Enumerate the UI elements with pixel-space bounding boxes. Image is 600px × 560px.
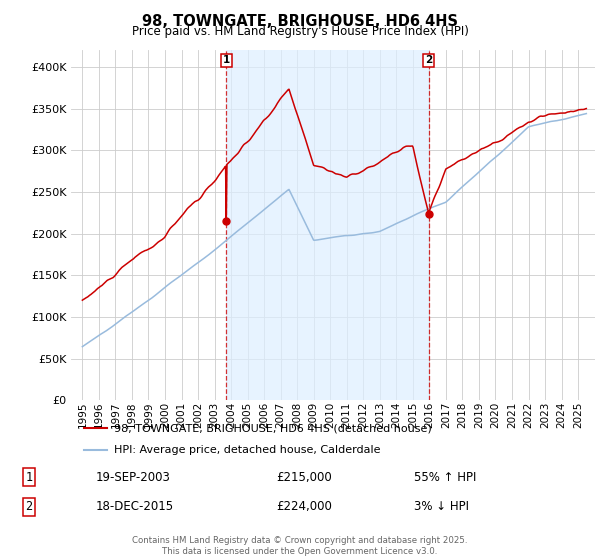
Text: 2: 2	[425, 55, 433, 66]
Text: 98, TOWNGATE, BRIGHOUSE, HD6 4HS: 98, TOWNGATE, BRIGHOUSE, HD6 4HS	[142, 14, 458, 29]
Bar	[226, 50, 429, 400]
Text: HPI: Average price, detached house, Calderdale: HPI: Average price, detached house, Cald…	[114, 445, 380, 455]
Text: 55% ↑ HPI: 55% ↑ HPI	[414, 470, 476, 484]
Text: 1: 1	[25, 470, 32, 484]
Text: Contains HM Land Registry data © Crown copyright and database right 2025.
This d: Contains HM Land Registry data © Crown c…	[132, 536, 468, 556]
Text: £215,000: £215,000	[276, 470, 332, 484]
Text: 98, TOWNGATE, BRIGHOUSE, HD6 4HS (detached house): 98, TOWNGATE, BRIGHOUSE, HD6 4HS (detach…	[114, 423, 431, 433]
Text: 1: 1	[223, 55, 230, 66]
Text: 19-SEP-2003: 19-SEP-2003	[96, 470, 171, 484]
Text: 3% ↓ HPI: 3% ↓ HPI	[414, 500, 469, 514]
Text: 2: 2	[25, 500, 32, 514]
Text: Price paid vs. HM Land Registry's House Price Index (HPI): Price paid vs. HM Land Registry's House …	[131, 25, 469, 38]
Text: £224,000: £224,000	[276, 500, 332, 514]
Text: 18-DEC-2015: 18-DEC-2015	[96, 500, 174, 514]
